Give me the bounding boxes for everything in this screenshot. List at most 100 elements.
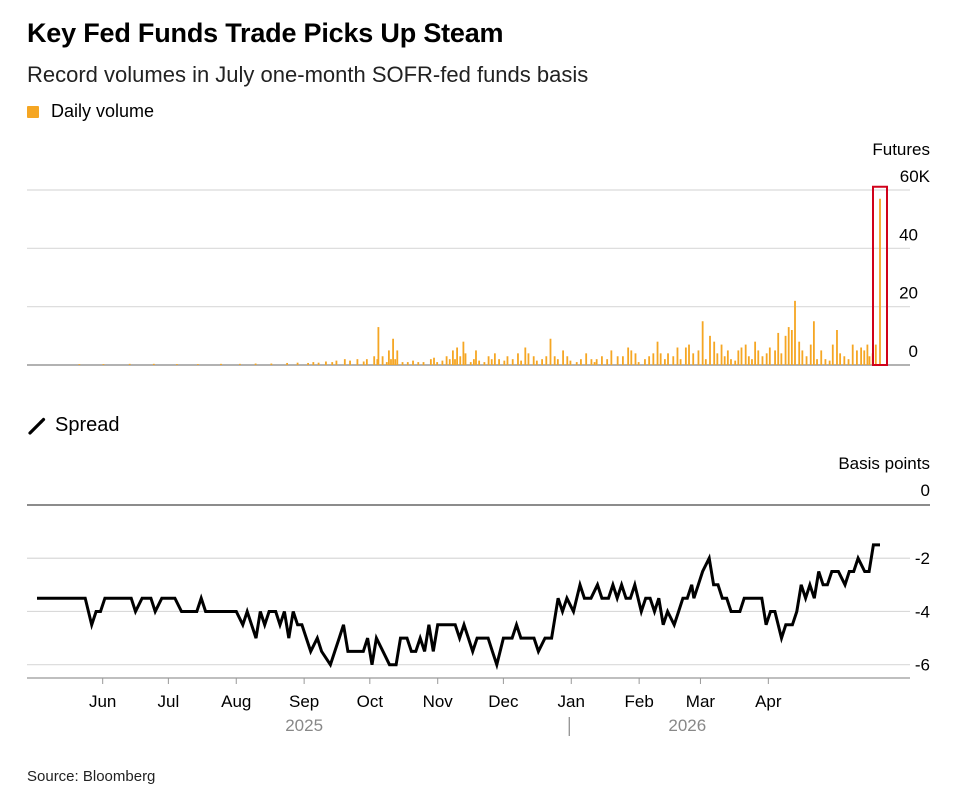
- volume-bar: [879, 198, 881, 365]
- volume-bar: [740, 347, 743, 365]
- volume-bar: [601, 356, 603, 365]
- spread-unit-label: Basis points: [838, 454, 930, 473]
- volume-bar: [517, 353, 519, 365]
- volume-bar: [593, 362, 596, 365]
- volume-bar: [831, 344, 834, 365]
- volume-bar: [441, 360, 444, 365]
- legend-label-volume: Daily volume: [51, 101, 155, 121]
- volume-bar: [634, 353, 637, 365]
- volume-bar: [511, 359, 514, 365]
- volume-bar: [730, 359, 732, 365]
- volume-bar: [373, 356, 376, 365]
- pencil-icon: [28, 417, 46, 435]
- volume-bar: [659, 353, 662, 365]
- volume-bar: [307, 362, 309, 365]
- volume-bar: [566, 356, 569, 365]
- volume-bar: [798, 341, 801, 365]
- volume-bar: [761, 356, 764, 365]
- volume-bar: [545, 356, 548, 365]
- volume-bar: [610, 350, 613, 365]
- volume-bar: [726, 350, 729, 365]
- volume-bar: [836, 330, 838, 365]
- volume-tick-label: 40: [899, 225, 918, 244]
- volume-bar: [679, 359, 682, 365]
- volume-bar: [754, 341, 757, 365]
- volume-bar: [376, 359, 379, 365]
- volume-bar: [637, 362, 640, 365]
- volume-bar: [436, 362, 439, 365]
- x-tick-label: Jan: [558, 692, 585, 711]
- volume-bar: [254, 363, 257, 365]
- volume-bar: [820, 350, 823, 365]
- volume-bar: [652, 353, 655, 365]
- volume-bar: [524, 347, 527, 365]
- volume-bar: [590, 359, 593, 365]
- volume-bar: [535, 360, 538, 365]
- x-tick-label: Mar: [686, 692, 716, 711]
- volume-bar: [847, 359, 850, 365]
- spread-series-line: [37, 543, 880, 671]
- volume-bar: [697, 350, 700, 365]
- volume-bar: [843, 356, 846, 365]
- volume-bar: [102, 364, 105, 365]
- spread-tick-label: -4: [915, 602, 930, 621]
- volume-bar: [377, 327, 380, 365]
- volume-bar: [616, 356, 619, 365]
- volume-bar: [396, 350, 399, 365]
- volume-bar: [860, 347, 863, 365]
- x-axis: Jun Jul Aug Sep Oct Nov Dec Jan Feb Mar Apr 2025 202…: [89, 678, 782, 736]
- volume-bar: [520, 360, 523, 365]
- volume-bar: [580, 359, 582, 365]
- volume-bar: [676, 347, 679, 365]
- volume-bar: [648, 356, 651, 365]
- volume-bar: [312, 362, 315, 365]
- volume-bar: [569, 360, 572, 365]
- volume-bar: [575, 362, 578, 365]
- volume-bar: [349, 360, 351, 365]
- volume-bar: [317, 362, 320, 365]
- volume-bar: [238, 363, 241, 365]
- volume-bar: [412, 360, 414, 365]
- volume-bar: [532, 356, 535, 365]
- x-tick-label: Jun: [89, 692, 116, 711]
- volume-tick-label: 0: [909, 342, 918, 361]
- volume-bar: [757, 350, 760, 365]
- volume-bar: [805, 356, 808, 365]
- x-tick-label: Nov: [423, 692, 454, 711]
- volume-bar: [401, 362, 404, 365]
- volume-bar: [734, 360, 737, 365]
- volume-bar: [622, 356, 624, 365]
- volume-bar: [627, 347, 630, 365]
- volume-bar: [483, 362, 486, 365]
- spread-line: [37, 543, 880, 671]
- legend-spread: Spread: [27, 414, 120, 437]
- volume-bar: [454, 359, 456, 365]
- volume-bar: [787, 327, 790, 365]
- year-label: 2026: [668, 716, 706, 735]
- volume-bar: [490, 359, 493, 365]
- x-tick-label: Jul: [158, 692, 180, 711]
- legend-volume: Daily volume: [27, 101, 154, 122]
- volume-bar: [385, 362, 388, 365]
- x-tick-label: Aug: [221, 692, 251, 711]
- volume-bar: [475, 350, 477, 365]
- volume-bar: [343, 359, 346, 365]
- volume-bar: [462, 341, 465, 365]
- volume-bar: [824, 359, 827, 365]
- volume-bar: [774, 350, 776, 365]
- volume-bar: [790, 330, 793, 365]
- volume-bar: [270, 363, 273, 365]
- volume-bar: [765, 353, 768, 365]
- volume-tick-label: 60K: [900, 167, 931, 186]
- chart-subtitle: Record volumes in July one-month SOFR-fe…: [27, 62, 589, 87]
- volume-bar: [809, 344, 812, 365]
- volume-bar: [331, 362, 334, 365]
- volume-bar: [684, 347, 687, 365]
- volume-bar: [128, 363, 131, 365]
- volume-bar: [197, 364, 199, 365]
- volume-bar: [744, 344, 747, 365]
- volume-bar: [498, 359, 500, 365]
- volume-bar: [630, 350, 633, 365]
- volume-bar: [452, 350, 454, 365]
